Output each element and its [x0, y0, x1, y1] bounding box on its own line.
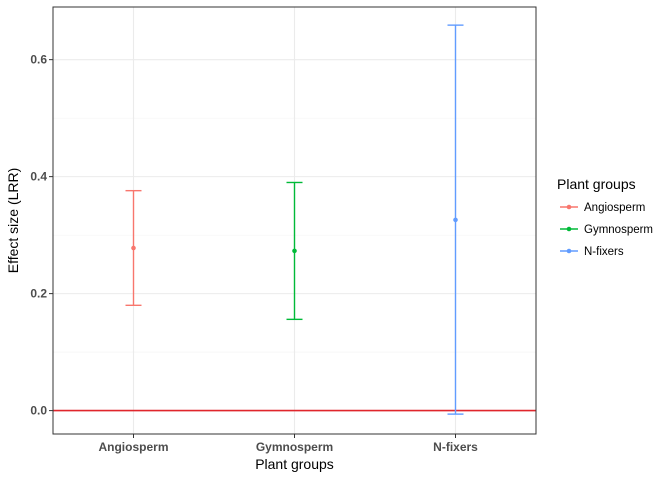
y-axis-title: Effect size (LRR): [5, 168, 21, 274]
x-tick-label: Gymnosperm: [256, 440, 333, 454]
legend-label: Angiosperm: [584, 202, 645, 214]
x-axis: Angiosperm Gymnosperm N-fixers: [98, 434, 478, 454]
x-tick-label: N-fixers: [433, 440, 478, 454]
y-tick-label: 0.2: [30, 287, 47, 301]
legend-label: N-fixers: [584, 246, 624, 258]
y-tick-label: 0.4: [30, 170, 47, 184]
data-point: [131, 245, 136, 251]
x-tick-label: Angiosperm: [98, 440, 168, 454]
legend-key-point: [566, 204, 572, 210]
legend-label: Gymnosperm: [584, 224, 653, 236]
y-axis: 0.0 0.2 0.4 0.6: [30, 53, 53, 418]
legend-key-point: [566, 226, 572, 232]
legend-key-point: [566, 248, 572, 254]
data-point: [453, 217, 458, 223]
legend-title: Plant groups: [557, 176, 636, 192]
data-marks: [125, 24, 464, 415]
y-tick-label: 0.6: [30, 53, 47, 67]
legend: Plant groups Angiosperm Gymnosperm N-fixer…: [557, 176, 653, 258]
data-point: [292, 248, 297, 254]
y-tick-label: 0.0: [30, 404, 47, 418]
x-axis-title: Plant groups: [255, 456, 334, 472]
